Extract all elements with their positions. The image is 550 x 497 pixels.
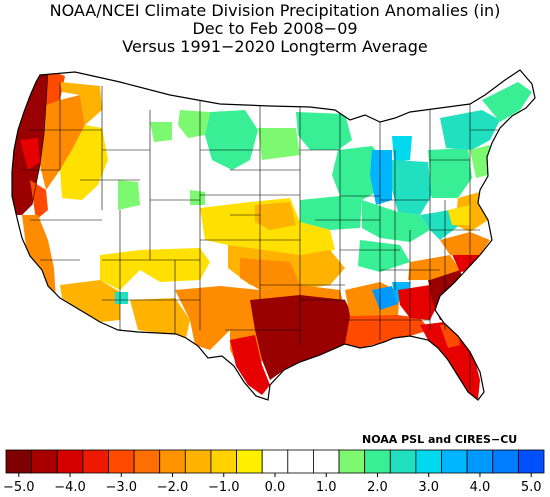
legend-swatch bbox=[364, 449, 391, 474]
legend-swatch bbox=[517, 449, 545, 474]
legend-swatch bbox=[159, 449, 186, 474]
division-region-green bbox=[332, 146, 384, 200]
legend-swatch bbox=[108, 449, 135, 474]
map-period: Dec to Feb 2008−09 bbox=[192, 19, 358, 38]
legend-swatch bbox=[56, 449, 84, 474]
map-baseline: Versus 1991−2020 Longterm Average bbox=[122, 37, 428, 56]
division-region-yellow bbox=[448, 205, 470, 225]
division-region-green bbox=[358, 240, 410, 272]
anomaly-fill-layer bbox=[12, 70, 532, 400]
division-region-orange bbox=[240, 258, 300, 290]
division-region-green bbox=[296, 112, 352, 150]
division-region-green bbox=[205, 110, 258, 170]
legend-swatch bbox=[5, 449, 33, 474]
division-region-cyan bbox=[392, 136, 412, 162]
legend-tick-label: 5.0 bbox=[521, 480, 542, 495]
division-region-deep_red bbox=[250, 295, 355, 380]
division-region-orange_red bbox=[345, 315, 430, 348]
division-region-orange bbox=[408, 255, 460, 280]
legend-tick-label: 3.0 bbox=[418, 480, 439, 495]
division-region-light_green bbox=[118, 180, 140, 210]
legend-swatch bbox=[441, 449, 468, 474]
division-region-orange bbox=[440, 232, 490, 255]
legend-swatch bbox=[133, 449, 161, 474]
legend-swatch bbox=[287, 449, 314, 474]
legend-tick-label: −3.0 bbox=[105, 480, 137, 495]
legend-swatch bbox=[389, 449, 417, 474]
legend-tick-label: −2.0 bbox=[157, 480, 189, 495]
division-region-green bbox=[300, 196, 362, 230]
division-region-orange bbox=[40, 95, 85, 190]
division-region-green bbox=[482, 82, 532, 122]
us-climate-division-map bbox=[11, 69, 536, 401]
division-region-blue bbox=[372, 286, 398, 310]
legend-tick-label: 1.0 bbox=[316, 480, 337, 495]
division-region-orange bbox=[22, 215, 56, 300]
division-region-green bbox=[362, 200, 430, 242]
division-region-light_orange bbox=[60, 82, 102, 125]
division-region-red bbox=[20, 138, 40, 170]
division-region-light_green bbox=[178, 110, 210, 138]
division-region-teal bbox=[115, 292, 128, 304]
division-region-light_green bbox=[150, 122, 172, 142]
legend-swatch bbox=[492, 449, 519, 474]
legend-swatch bbox=[236, 449, 263, 474]
division-region-red bbox=[398, 285, 440, 320]
legend-swatches bbox=[5, 449, 545, 474]
division-region-light_green bbox=[258, 128, 300, 160]
color-legend: −5.0 −4.0 −3.0 −2.0 −1.0 0.0 1.0 2.0 3.0 4.0 5.0 bbox=[3, 449, 545, 495]
division-region-orange bbox=[175, 286, 235, 350]
legend-tick-label: −5.0 bbox=[3, 480, 35, 495]
legend-tick-label: 4.0 bbox=[470, 480, 491, 495]
legend-swatch bbox=[184, 449, 212, 474]
legend-tick-label: 2.0 bbox=[367, 480, 388, 495]
legend-swatch bbox=[313, 449, 340, 474]
legend-swatch bbox=[338, 449, 366, 474]
legend-tick-label: 0.0 bbox=[265, 480, 286, 495]
legend-tick-label: −1.0 bbox=[208, 480, 240, 495]
division-region-light_orange bbox=[255, 202, 296, 230]
legend-swatch bbox=[466, 449, 494, 474]
division-region-light_blue bbox=[370, 150, 392, 205]
division-region-orange_red bbox=[30, 180, 48, 220]
division-region-red bbox=[230, 335, 270, 395]
legend-swatch bbox=[415, 449, 442, 474]
division-region-teal bbox=[392, 160, 432, 215]
legend-swatch bbox=[82, 449, 109, 474]
division-boundaries bbox=[22, 70, 500, 390]
legend-tick-label: −4.0 bbox=[54, 480, 86, 495]
division-region-light_green bbox=[470, 145, 490, 178]
division-region-light_orange bbox=[60, 280, 120, 322]
division-region-green bbox=[428, 148, 472, 198]
division-region-light_green bbox=[190, 190, 205, 205]
legend-swatch bbox=[261, 449, 289, 474]
map-title: NOAA/NCEI Climate Division Precipitation… bbox=[49, 1, 501, 20]
legend-swatch bbox=[31, 449, 58, 474]
credit-label: NOAA PSL and CIRES−CU bbox=[362, 433, 518, 446]
division-region-yellow bbox=[60, 125, 108, 200]
legend-swatch bbox=[210, 449, 237, 474]
legend-ticks: −5.0 −4.0 −3.0 −2.0 −1.0 0.0 1.0 2.0 3.0 4.0 5.0 bbox=[3, 473, 542, 495]
